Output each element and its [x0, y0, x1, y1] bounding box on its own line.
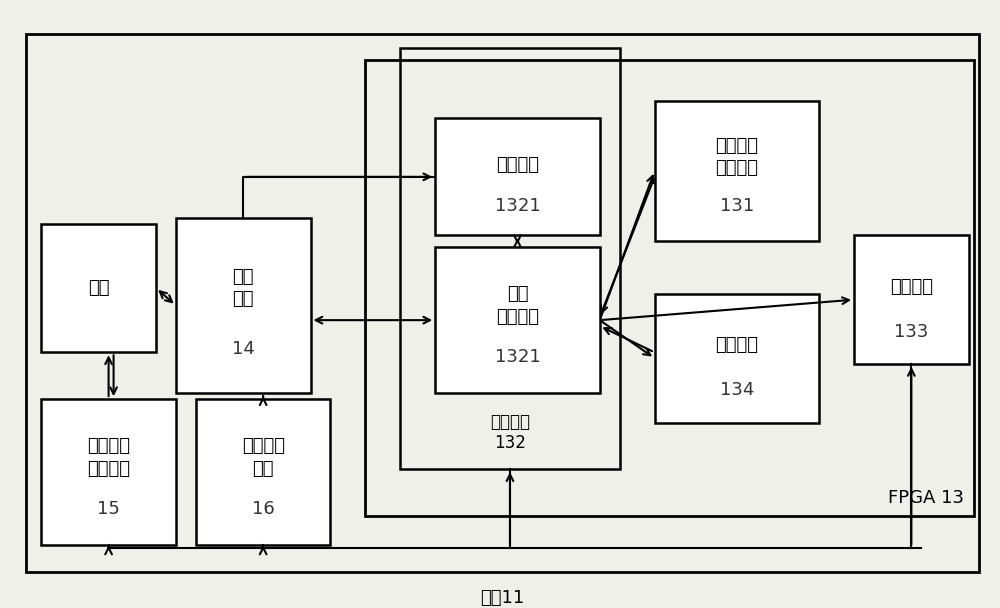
Text: 14: 14 [232, 340, 255, 358]
FancyBboxPatch shape [655, 101, 819, 241]
Text: 134: 134 [720, 381, 754, 399]
FancyBboxPatch shape [196, 399, 330, 545]
Text: 分配模块: 分配模块 [242, 438, 285, 455]
Text: 扩展: 扩展 [232, 290, 254, 308]
Text: 单元: 单元 [507, 285, 528, 303]
FancyBboxPatch shape [655, 294, 819, 423]
Text: 子卡: 子卡 [88, 279, 109, 297]
FancyBboxPatch shape [435, 119, 600, 235]
FancyBboxPatch shape [41, 399, 176, 545]
FancyBboxPatch shape [176, 218, 311, 393]
Text: 通讯单元: 通讯单元 [715, 336, 758, 354]
Text: 1321: 1321 [495, 348, 540, 365]
Text: 切换单元: 切换单元 [496, 156, 539, 174]
Text: 插口: 插口 [232, 268, 254, 286]
FancyBboxPatch shape [435, 247, 600, 393]
Text: 1321: 1321 [495, 197, 540, 215]
Text: 15: 15 [97, 500, 120, 518]
Text: 母板11: 母板11 [480, 589, 525, 607]
Text: 存储单元: 存储单元 [890, 278, 933, 296]
Text: 分配模块: 分配模块 [87, 438, 130, 455]
Text: FPGA 13: FPGA 13 [888, 489, 964, 507]
Text: 接口模块
132: 接口模块 132 [490, 413, 530, 452]
Text: 当前接口: 当前接口 [496, 308, 539, 326]
Text: 16: 16 [252, 500, 275, 518]
Text: 131: 131 [720, 197, 754, 215]
Text: 时钟: 时钟 [252, 460, 274, 478]
Text: 电源处理: 电源处理 [87, 460, 130, 478]
Text: 133: 133 [894, 323, 929, 341]
FancyBboxPatch shape [41, 224, 156, 352]
Text: 雷达信号: 雷达信号 [715, 159, 758, 177]
FancyBboxPatch shape [854, 235, 969, 364]
Text: 处理单元: 处理单元 [715, 137, 758, 155]
